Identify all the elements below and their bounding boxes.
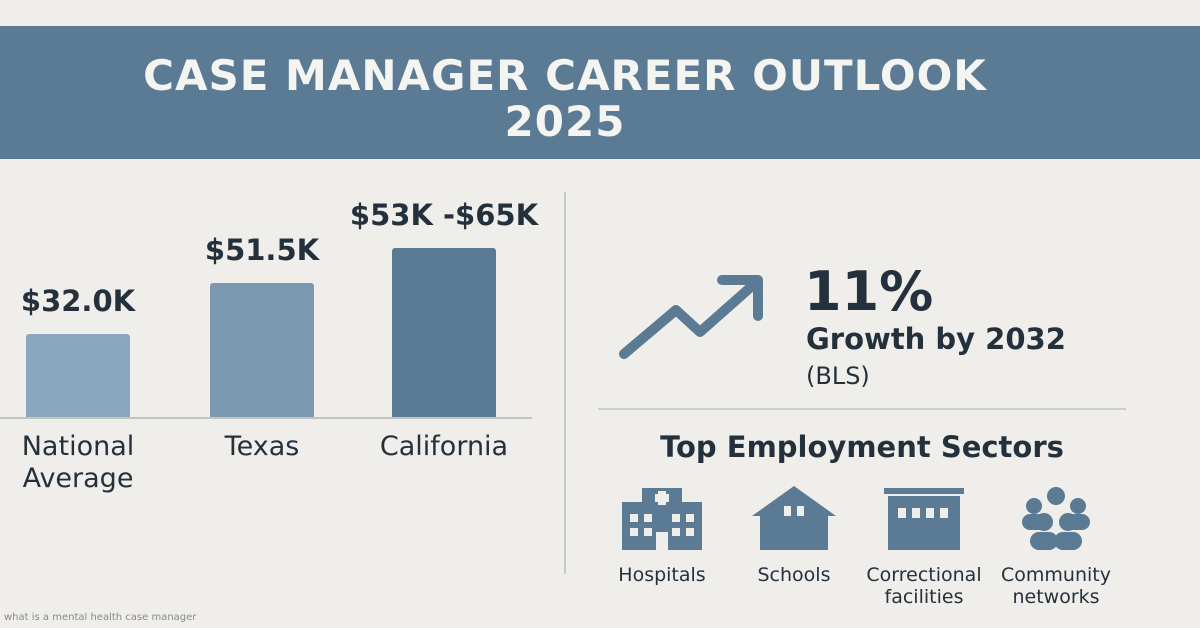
chart-baseline (0, 417, 532, 419)
sector-correctional: Correctional facilities (854, 486, 994, 608)
salary-bar-chart: $32.0K National Average $51.5K Texas $53K -$… (0, 190, 560, 520)
page-title-year: 2025 (504, 97, 626, 146)
prison-icon (884, 488, 964, 550)
growth-percentage: 11% (804, 260, 934, 323)
horizontal-divider (598, 408, 1126, 410)
sector-community: Community networks (986, 486, 1126, 608)
chart-bar (26, 334, 130, 417)
vertical-divider (564, 192, 566, 574)
school-icon (752, 486, 836, 550)
bar-value-label: $53K -$65K (349, 198, 539, 232)
trend-up-arrow-icon (619, 275, 763, 359)
page-title: CASE MANAGER CAREER OUTLOOK (143, 51, 987, 100)
sector-hospitals: Hospitals (592, 486, 732, 586)
category-label: Texas (224, 431, 300, 462)
sector-label: Correctional facilities (866, 564, 982, 608)
sector-label: Hospitals (618, 564, 706, 586)
growth-source: (BLS) (806, 362, 870, 390)
growth-description: Growth by 2032 (806, 322, 1066, 356)
chart-bar (210, 283, 314, 417)
hospital-icon (622, 488, 702, 550)
footnote-caption: what is a mental health case manager (4, 612, 197, 623)
category-label: California (379, 431, 509, 462)
title-banner (0, 26, 1200, 159)
bar-value-label: $32.0K (20, 284, 136, 318)
community-icon (1022, 487, 1090, 550)
category-label: National Average (21, 431, 135, 494)
bar-value-label: $51.5K (204, 233, 320, 267)
sector-label: Schools (757, 564, 831, 586)
sectors-heading: Top Employment Sectors (660, 430, 1064, 464)
chart-bar (392, 248, 496, 417)
sector-schools: Schools (724, 486, 864, 586)
top-strip (0, 0, 1200, 26)
sector-label: Community networks (1001, 564, 1111, 608)
